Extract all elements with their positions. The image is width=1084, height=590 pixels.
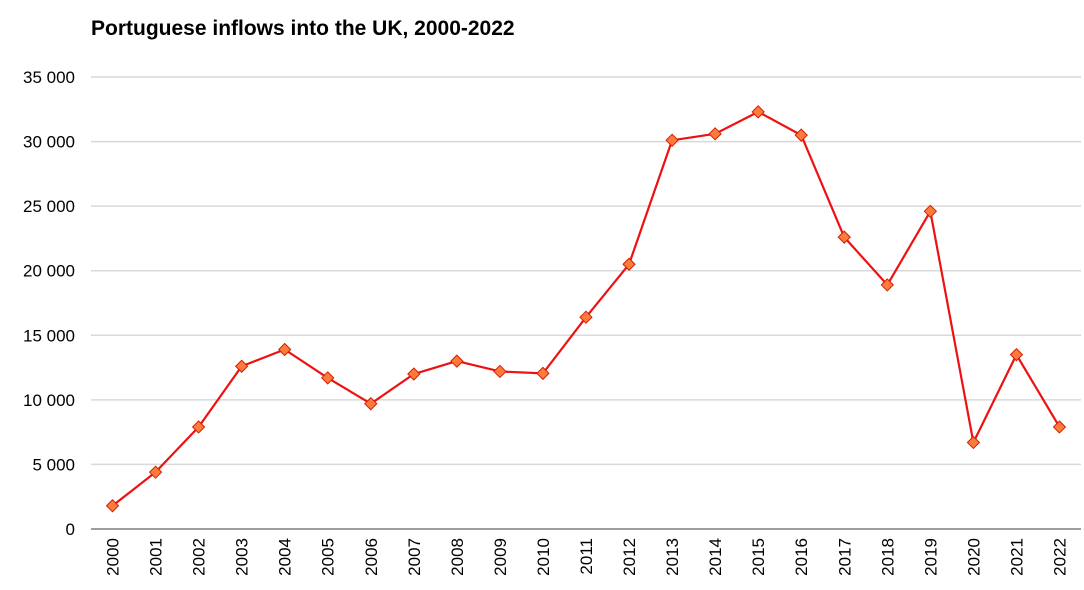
y-tick-label: 5 000 — [32, 455, 75, 474]
data-point-marker — [493, 364, 507, 379]
x-tick-label: 2013 — [663, 538, 682, 576]
y-tick-label: 25 000 — [23, 197, 75, 216]
data-point-marker — [1052, 420, 1067, 434]
x-tick-label: 2022 — [1050, 538, 1069, 576]
y-tick-label: 15 000 — [23, 326, 75, 345]
data-point-marker — [191, 420, 206, 434]
data-point-marker — [450, 354, 464, 368]
data-point-marker — [277, 342, 292, 357]
data-point-marker — [751, 105, 765, 119]
data-point-marker — [148, 465, 163, 479]
x-tick-label: 2014 — [706, 538, 725, 576]
data-point-marker — [234, 359, 249, 373]
data-point-marker — [536, 366, 550, 381]
data-point-marker — [923, 204, 938, 219]
data-point-marker — [837, 230, 851, 244]
x-tick-label: 2005 — [319, 538, 338, 576]
data-point-marker — [622, 257, 636, 271]
x-tick-label: 2010 — [534, 538, 553, 576]
y-tick-label: 30 000 — [23, 133, 75, 152]
x-tick-label: 2018 — [878, 538, 897, 576]
x-tick-label: 2004 — [276, 538, 295, 576]
data-point-marker — [880, 278, 895, 292]
y-tick-label: 10 000 — [23, 391, 75, 410]
series-line — [111, 110, 1061, 507]
y-tick-label: 35 000 — [23, 68, 75, 87]
data-point-marker — [665, 133, 679, 147]
x-tick-label: 2007 — [405, 538, 424, 576]
x-tick-label: 2012 — [620, 538, 639, 576]
data-point-marker — [794, 128, 808, 142]
x-tick-label: 2020 — [964, 538, 983, 576]
x-tick-label: 2000 — [104, 538, 123, 576]
x-tick-label: 2019 — [921, 538, 940, 576]
x-tick-label: 2001 — [147, 538, 166, 576]
data-point-marker — [105, 499, 120, 513]
x-tick-label: 2009 — [491, 538, 510, 576]
x-tick-label: 2002 — [190, 538, 209, 576]
data-point-marker — [364, 397, 378, 411]
x-tick-label: 2003 — [233, 538, 252, 576]
x-tick-label: 2015 — [749, 538, 768, 576]
data-point-marker — [579, 310, 593, 324]
x-tick-label: 2006 — [362, 538, 381, 576]
x-tick-label: 2011 — [577, 538, 596, 575]
data-point-marker — [966, 435, 981, 450]
chart-title: Portuguese inflows into the UK, 2000-202… — [91, 17, 515, 40]
y-tick-label: 0 — [66, 520, 75, 539]
x-tick-label: 2016 — [792, 538, 811, 576]
data-point-marker — [708, 127, 722, 141]
data-point-marker — [1009, 347, 1024, 362]
data-point-marker — [407, 367, 421, 381]
x-tick-label: 2008 — [448, 538, 467, 576]
x-tick-label: 2017 — [835, 538, 854, 576]
data-point-marker — [321, 371, 335, 385]
x-tick-label: 2021 — [1007, 538, 1026, 576]
y-tick-label: 20 000 — [23, 262, 75, 281]
